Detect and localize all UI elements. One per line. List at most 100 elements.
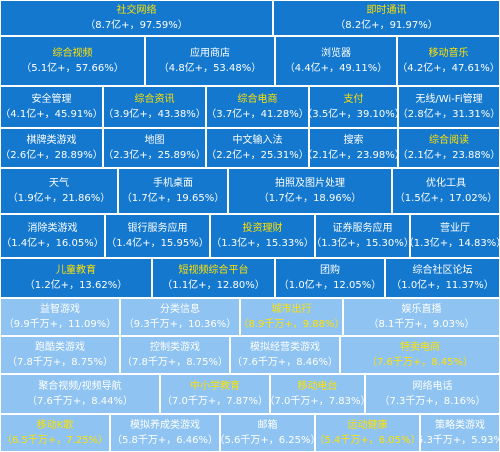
tile-category-name: 浏览器 [321, 47, 351, 59]
treemap-tile: 社交网络 （8.7亿+，97.59%） [0, 0, 273, 36]
tile-category-name: 模拟养成类游戏 [130, 419, 200, 431]
tile-value-label: （9.3千万+，10.36%） [123, 319, 237, 330]
treemap-tile: 网络电话 （7.3千万+，8.16%） [365, 374, 500, 414]
tile-value-label: （4.2亿+，47.61%） [397, 63, 500, 74]
treemap-tile: 跑酷类游戏 （7.8千万+，8.75%） [0, 336, 120, 374]
tile-category-name: 营业厅 [440, 222, 470, 234]
treemap-tile: 移动电台 （7.0千万+，7.83%） [270, 374, 365, 414]
tile-category-name: 运动健康 [347, 419, 388, 431]
tile-value-label: （1.0亿+，11.37%） [391, 280, 494, 291]
tile-category-name: 优化工具 [426, 177, 466, 189]
tile-category-name: 分类信息 [160, 303, 200, 315]
treemap-tile: 模拟养成类游戏 （5.8千万+，6.46%） [110, 414, 220, 452]
treemap-tile: 安全管理 （4.1亿+，45.91%） [0, 86, 103, 128]
tile-category-name: 移动电台 [297, 380, 338, 392]
tile-category-name: 即时通讯 [366, 4, 407, 16]
tile-category-name: 应用商店 [190, 47, 230, 59]
treemap-tile: 益智游戏 （9.9千万+，11.09%） [0, 298, 120, 336]
treemap-tile: 天气 （1.9亿+，21.86%） [0, 168, 118, 214]
tile-category-name: 天气 [49, 177, 69, 189]
treemap-tile: 娱乐直播 （8.1千万+，9.03%） [343, 298, 500, 336]
tile-value-label: （6.5千万+，7.25%） [1, 435, 109, 446]
treemap-tile: 浏览器 （4.4亿+，49.11%） [275, 36, 397, 86]
tile-value-label: （5.4千万+，6.05%） [315, 435, 420, 446]
tile-category-name: 策略类游戏 [435, 419, 485, 431]
tile-value-label: （7.8千万+，8.75%） [121, 357, 229, 368]
tile-category-name: 移动K歌 [36, 419, 74, 431]
treemap-tile: 优化工具 （1.5亿+，17.02%） [392, 168, 500, 214]
treemap-tile: 控制类游戏 （7.8千万+，8.75%） [120, 336, 230, 374]
tile-value-label: （1.7亿+，18.96%） [258, 193, 362, 204]
tile-category-name: 中文输入法 [232, 134, 283, 146]
treemap-tile: 中文输入法 （2.2亿+，25.31%） [206, 128, 309, 168]
tile-value-label: （5.8千万+，6.46%） [111, 435, 219, 446]
tile-value-label: （1.9亿+，21.86%） [7, 193, 111, 204]
tile-category-name: 城市出行 [271, 303, 312, 315]
treemap-tile: 拍照及图片处理 （1.7亿+，18.96%） [228, 168, 392, 214]
treemap-tile: 综合电商 （3.7亿+，41.28%） [206, 86, 309, 128]
tile-category-name: 综合电商 [237, 93, 278, 105]
tile-value-label: （5.1亿+，57.66%） [21, 63, 124, 74]
tile-category-name: 消除类游戏 [27, 222, 78, 234]
treemap-tile: 聚合视频/视频导航 （7.6千万+，8.44%） [0, 374, 160, 414]
treemap-tile: 银行服务应用 （1.4亿+，15.95%） [105, 214, 210, 258]
tile-category-name: 综合阅读 [429, 134, 469, 146]
treemap-tile: 搜索 （2.1亿+，23.98%） [309, 128, 398, 168]
treemap-tile: 移动音乐 （4.2亿+，47.61%） [397, 36, 500, 86]
tile-value-label: （7.0千万+，7.87%） [161, 396, 269, 407]
tile-value-label: （5.6千万+，6.25%） [221, 435, 314, 446]
tile-category-name: 棋牌类游戏 [26, 134, 77, 146]
tile-category-name: 儿童教育 [56, 264, 96, 276]
tile-category-name: 银行服务应用 [127, 222, 188, 234]
tile-value-label: （7.6千万+，8.44%） [26, 396, 134, 407]
tile-value-label: （4.8亿+，53.48%） [158, 63, 262, 74]
treemap-tile: 投资理财 （1.3亿+，15.33%） [210, 214, 315, 258]
treemap-tile: 综合社区论坛 （1.0亿+，11.37%） [385, 258, 500, 298]
tile-value-label: （1.4亿+，16.05%） [1, 238, 104, 249]
tile-category-name: 手机桌面 [153, 177, 193, 189]
tile-category-name: 移动音乐 [428, 47, 469, 59]
treemap-tile: 移动K歌 （6.5千万+，7.25%） [0, 414, 110, 452]
treemap-tile: 儿童教育 （1.2亿+，13.62%） [0, 258, 152, 298]
tile-category-name: 中小学教育 [190, 380, 240, 392]
tile-value-label: （1.2亿+，13.62%） [24, 280, 128, 291]
tile-category-name: 综合社区论坛 [412, 264, 473, 276]
tile-value-label: （7.0千万+，7.83%） [271, 396, 364, 407]
tile-value-label: （2.1亿+，23.88%） [398, 150, 500, 161]
treemap-tile: 营业厅 （1.3亿+，14.83%） [410, 214, 500, 258]
tile-category-name: 搜索 [343, 134, 364, 146]
tile-value-label: （7.8千万+，8.75%） [6, 357, 114, 368]
treemap-tile: 模拟经营类游戏 （7.6千万+，8.46%） [230, 336, 340, 374]
tile-category-name: 无线/Wi-Fi管理 [415, 93, 483, 105]
treemap-tile: 策略类游戏 （5.3千万+，5.93%） [420, 414, 500, 452]
tile-value-label: （2.2亿+，25.31%） [206, 150, 309, 161]
tile-value-label: （8.2亿+，91.97%） [335, 20, 438, 31]
treemap-tile: 中小学教育 （7.0千万+，7.87%） [160, 374, 270, 414]
treemap-tile: 无线/Wi-Fi管理 （2.8亿+，31.31%） [398, 86, 500, 128]
tile-category-name: 特卖电商 [400, 341, 440, 353]
treemap-tile: 综合阅读 （2.1亿+，23.88%） [398, 128, 500, 168]
tile-category-name: 地图 [144, 134, 165, 146]
tile-category-name: 社交网络 [116, 4, 157, 16]
treemap-tile: 综合视频 （5.1亿+，57.66%） [0, 36, 145, 86]
treemap-tile: 运动健康 （5.4千万+，6.05%） [315, 414, 420, 452]
tile-category-name: 娱乐直播 [401, 303, 442, 315]
tile-value-label: （2.1亿+，23.98%） [310, 150, 397, 161]
tile-value-label: （8.1千万+，9.03%） [368, 319, 475, 330]
treemap-tile: 地图 （2.3亿+，25.89%） [103, 128, 206, 168]
tile-value-label: （4.1亿+，45.91%） [0, 109, 103, 120]
tile-category-name: 投资理财 [242, 222, 283, 234]
tile-value-label: （4.4亿+，49.11%） [284, 63, 388, 74]
tile-category-name: 证券服务应用 [332, 222, 393, 234]
tile-value-label: （3.9亿+，43.38%） [103, 109, 206, 120]
tile-category-name: 模拟经营类游戏 [250, 341, 320, 353]
treemap-tile: 分类信息 （9.3千万+，10.36%） [120, 298, 240, 336]
tile-category-name: 邮箱 [257, 419, 278, 431]
treemap-tile: 特卖电商 （7.6千万+，8.45%） [340, 336, 500, 374]
treemap-tile: 即时通讯 （8.2亿+，91.97%） [273, 0, 500, 36]
tile-value-label: （8.9千万+，9.88%） [240, 319, 343, 330]
treemap-tile: 城市出行 （8.9千万+，9.88%） [240, 298, 343, 336]
treemap-tile: 邮箱 （5.6千万+，6.25%） [220, 414, 315, 452]
tile-value-label: （7.6千万+，8.45%） [366, 357, 474, 368]
